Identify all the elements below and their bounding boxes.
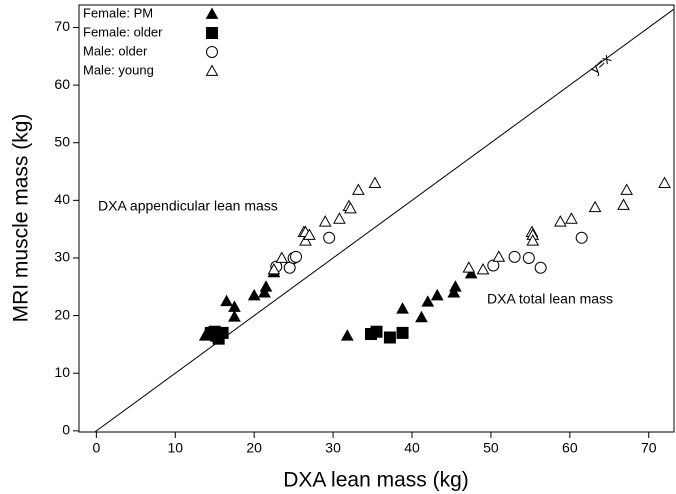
data-point xyxy=(368,176,382,188)
y-tick-label: 60 xyxy=(54,76,70,92)
data-point xyxy=(534,261,547,274)
data-point xyxy=(318,215,332,227)
data-point xyxy=(247,288,261,301)
data-point xyxy=(370,325,383,338)
annotation: DXA appendicular lean mass xyxy=(98,198,278,214)
legend-label: Female: PM xyxy=(83,5,153,20)
data-point xyxy=(421,295,435,307)
x-tick-label: 40 xyxy=(404,440,420,456)
legend-label: Male: young xyxy=(83,62,154,77)
data-point xyxy=(415,310,428,323)
data-point xyxy=(323,231,336,244)
data-point xyxy=(449,280,462,292)
data-point xyxy=(620,183,634,195)
legend-marker xyxy=(205,7,219,19)
data-point xyxy=(508,250,521,263)
legend-label: Male: older xyxy=(83,43,148,58)
data-point xyxy=(383,331,396,344)
identity-line xyxy=(94,8,675,433)
y-tick-label: 30 xyxy=(54,249,70,265)
data-point xyxy=(333,212,346,224)
x-tick-label: 70 xyxy=(641,440,657,456)
data-point xyxy=(464,267,478,279)
data-point xyxy=(210,329,223,342)
data-point xyxy=(396,302,409,314)
data-point xyxy=(522,251,535,264)
annotation: DXA total lean mass xyxy=(487,291,613,307)
x-tick-label: 20 xyxy=(246,440,262,456)
data-point xyxy=(275,251,289,263)
data-point xyxy=(259,280,273,292)
data-point xyxy=(228,310,241,322)
data-point xyxy=(303,228,316,240)
plot-frame xyxy=(78,4,675,433)
legend-label: Female: older xyxy=(83,24,163,39)
data-point xyxy=(299,234,312,246)
legend-marker xyxy=(206,46,218,58)
data-point xyxy=(340,329,354,341)
data-point xyxy=(476,262,490,275)
data-point xyxy=(290,250,303,263)
x-axis-label: DXA lean mass (kg) xyxy=(283,469,469,492)
data-point xyxy=(447,286,461,298)
data-point xyxy=(396,326,409,339)
x-tick-label: 10 xyxy=(167,440,183,456)
data-point xyxy=(344,201,357,214)
x-tick-label: 30 xyxy=(325,440,341,456)
data-point xyxy=(492,250,506,262)
data-point xyxy=(462,261,476,273)
y-tick-label: 20 xyxy=(54,306,70,322)
y-tick-label: 10 xyxy=(54,364,70,380)
data-point xyxy=(588,200,602,213)
x-tick-label: 50 xyxy=(483,440,499,456)
y-tick-label: 40 xyxy=(54,191,70,207)
data-point xyxy=(267,262,281,275)
y-tick-label: 0 xyxy=(62,422,70,438)
annotation: y=x xyxy=(587,50,614,77)
y-axis-label: MRI muscle mass (kg) xyxy=(10,114,33,323)
x-tick-label: 0 xyxy=(92,440,100,456)
data-point xyxy=(526,234,540,246)
x-tick-label: 60 xyxy=(562,440,578,456)
legend-marker xyxy=(206,27,218,39)
data-point xyxy=(352,183,365,195)
data-point xyxy=(220,294,233,307)
data-point xyxy=(617,198,630,210)
data-point xyxy=(658,176,671,188)
data-point xyxy=(487,259,500,272)
legend-marker xyxy=(205,64,219,76)
data-point xyxy=(554,215,567,227)
data-point xyxy=(430,288,444,301)
y-tick-label: 70 xyxy=(54,18,70,34)
y-tick-label: 50 xyxy=(54,133,70,149)
data-point xyxy=(565,212,578,224)
data-point xyxy=(575,231,588,244)
data-point xyxy=(258,286,271,298)
